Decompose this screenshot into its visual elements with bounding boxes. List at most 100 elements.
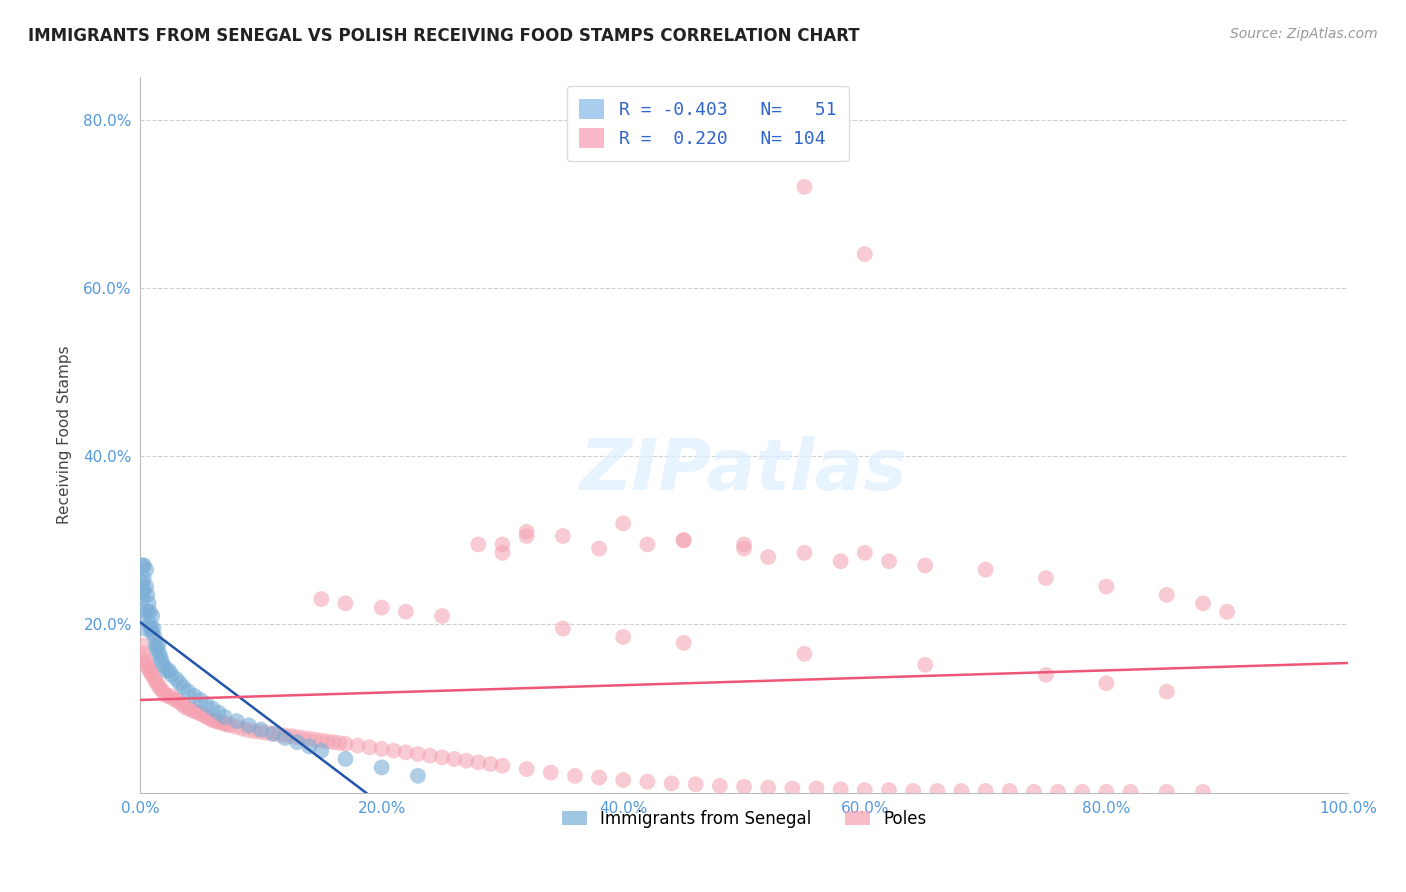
Point [145,674,167,689]
Text: Source: ZipAtlas.com: Source: ZipAtlas.com [1230,27,1378,41]
Point [143,672,166,686]
Point [193,708,215,723]
Point [160,668,183,682]
Point [1156,785,1178,799]
Point [169,676,191,690]
Point [274,731,297,745]
Point [153,659,176,673]
Point [1095,580,1118,594]
Point [156,689,179,703]
Point [588,771,610,785]
Point [198,712,221,726]
Point [181,703,204,717]
Point [285,730,308,744]
Point [877,783,900,797]
Point [214,710,236,724]
Point [1047,785,1070,799]
Point [974,563,997,577]
Point [853,546,876,560]
Point [914,558,936,573]
Point [672,533,695,548]
Point [238,723,260,738]
Point [153,686,176,700]
Point [406,769,429,783]
Point [914,657,936,672]
Point [516,529,538,543]
Point [134,622,156,636]
Point [467,537,489,551]
Point [311,743,333,757]
Point [132,583,155,598]
Point [756,780,779,795]
Point [219,718,242,732]
Point [1035,668,1057,682]
Point [131,558,153,573]
Point [136,605,159,619]
Point [540,765,562,780]
Point [165,672,187,686]
Point [359,740,381,755]
Point [285,735,308,749]
Point [173,681,195,695]
Point [793,179,815,194]
Point [201,714,224,728]
Point [149,651,172,665]
Point [207,714,229,729]
Point [250,723,273,737]
Point [148,647,170,661]
Point [139,605,162,619]
Point [195,710,218,724]
Point [1192,785,1215,799]
Point [131,592,153,607]
Point [661,776,683,790]
Point [298,739,321,754]
Point [134,653,156,667]
Point [143,630,166,644]
Point [274,728,297,742]
Point [901,784,924,798]
Point [207,706,229,720]
Point [298,731,321,746]
Point [370,742,392,756]
Point [148,681,170,695]
Point [346,739,368,753]
Point [370,760,392,774]
Point [516,762,538,776]
Point [225,720,247,734]
Point [1192,596,1215,610]
Point [467,756,489,770]
Point [135,580,157,594]
Point [636,537,658,551]
Point [793,546,815,560]
Point [148,639,170,653]
Point [238,718,260,732]
Point [479,757,502,772]
Point [998,784,1021,798]
Point [139,666,162,681]
Point [156,664,179,678]
Point [612,630,634,644]
Point [709,779,731,793]
Point [1071,785,1094,799]
Point [551,529,574,543]
Point [136,588,159,602]
Point [146,642,169,657]
Point [135,655,157,669]
Point [138,596,160,610]
Point [132,571,155,585]
Point [491,758,513,772]
Point [157,664,180,678]
Point [139,664,162,678]
Point [162,691,184,706]
Point [225,714,247,728]
Point [430,750,453,764]
Point [139,622,162,636]
Point [132,558,155,573]
Point [165,693,187,707]
Legend: Immigrants from Senegal, Poles: Immigrants from Senegal, Poles [555,803,934,834]
Point [190,693,212,707]
Point [328,736,350,750]
Point [132,647,155,661]
Point [256,726,278,740]
Point [733,541,755,556]
